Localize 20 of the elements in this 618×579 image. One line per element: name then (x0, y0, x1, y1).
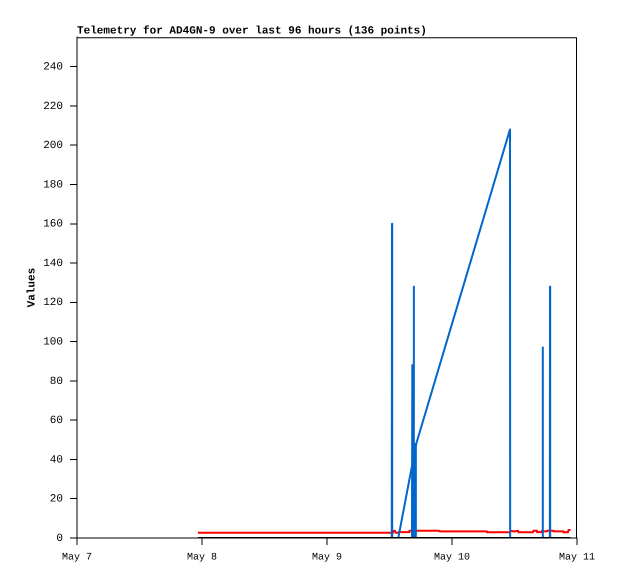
y-tick-label: 240 (43, 62, 63, 74)
y-tick-label: 200 (43, 140, 63, 152)
y-tick-label: 220 (43, 100, 63, 113)
y-tick-label: 100 (43, 336, 63, 349)
y-tick-label: 0 (56, 532, 63, 545)
x-tick-label: May 10 (434, 552, 470, 564)
y-tick-label: 160 (43, 218, 63, 231)
y-tick-label: 20 (50, 494, 63, 506)
x-tick-label: May 8 (186, 552, 218, 564)
y-axis-title: Values (26, 268, 38, 308)
x-tick-label: May 11 (558, 552, 596, 564)
y-tick-label: 40 (50, 454, 63, 466)
x-tick-label: May 7 (62, 552, 92, 564)
y-tick-label: 180 (43, 179, 63, 192)
y-tick-label: 80 (50, 376, 63, 388)
y-tick-label: 60 (50, 415, 63, 428)
chart-title: Telemetry for AD4GN-9 over last 96 hours (136 points) (77, 24, 427, 38)
y-tick-label: 120 (43, 297, 63, 310)
x-tick-label: May 9 (312, 552, 342, 564)
y-tick-label: 140 (43, 258, 63, 270)
